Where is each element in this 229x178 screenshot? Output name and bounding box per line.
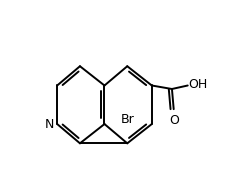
Text: O: O (168, 114, 178, 127)
Text: Br: Br (120, 113, 134, 126)
Text: OH: OH (188, 78, 207, 91)
Text: N: N (44, 117, 54, 130)
